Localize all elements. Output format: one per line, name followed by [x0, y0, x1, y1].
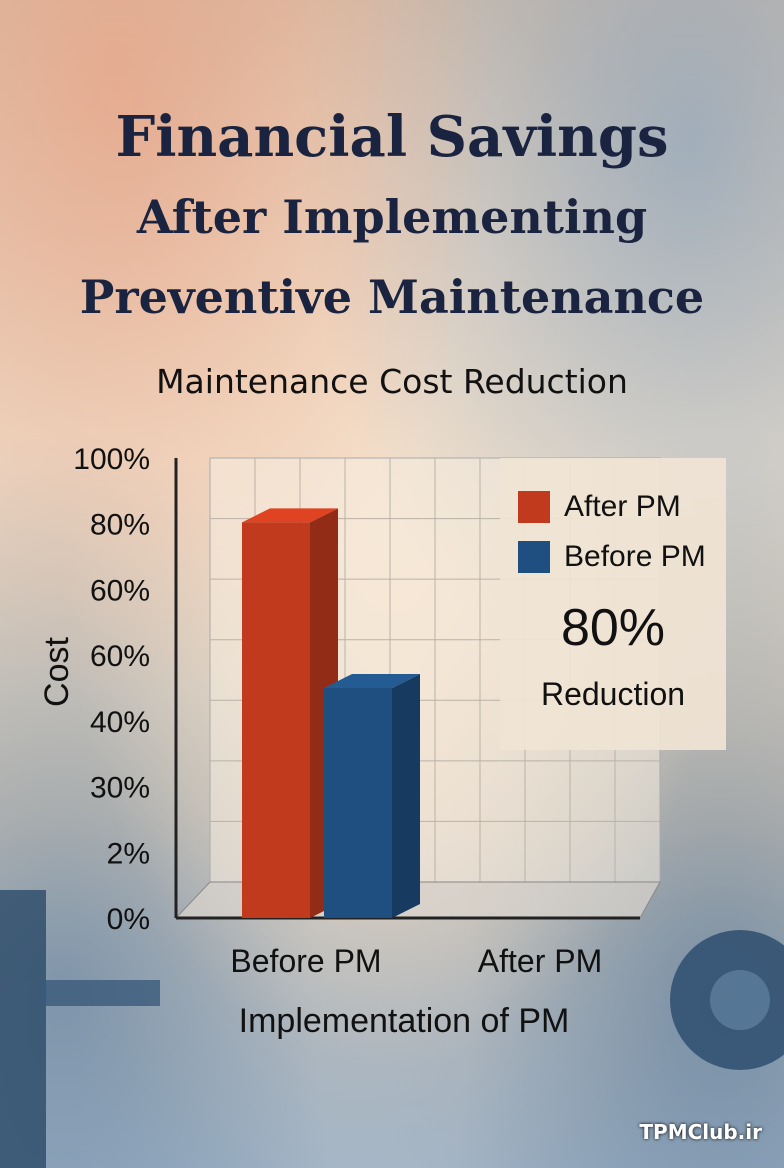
y-axis-title: Cost [38, 636, 76, 706]
bar-after-pm [242, 522, 310, 918]
legend-swatch-before-pm [518, 541, 550, 573]
chart-legend: After PM Before PM 80% Reduction [500, 458, 726, 750]
reduction-value: 80% [560, 599, 666, 657]
pipe-decoration [0, 890, 46, 1168]
y-tick-label: 100% [73, 443, 150, 476]
y-tick-label: 80% [90, 509, 150, 542]
legend-swatch-after-pm [518, 491, 550, 523]
y-tick-label: 60% [90, 640, 150, 673]
legend-label-before-pm: Before PM [564, 540, 706, 573]
page-title-line-1: Financial Savings [115, 104, 669, 170]
legend-item-after-pm: After PM [518, 490, 681, 524]
gear-hub-decoration [710, 970, 770, 1030]
y-tick-label: 30% [90, 772, 150, 805]
y-tick-label: 2% [107, 837, 150, 870]
legend-item-before-pm: Before PM [518, 540, 706, 574]
y-tick-label: 0% [107, 903, 150, 936]
legend-label-after-pm: After PM [564, 490, 681, 523]
chart-title: Maintenance Cost Reduction [156, 362, 628, 401]
x-category-label: Before PM [230, 943, 381, 979]
y-tick-label: 60% [90, 574, 150, 607]
bar-before-pm [324, 688, 392, 918]
pipe-decoration [40, 980, 160, 1006]
bar-top [324, 674, 420, 688]
x-axis-title: Implementation of PM [239, 1002, 570, 1040]
page-title-line-2: After Implementing [136, 190, 648, 244]
y-tick-label: 40% [90, 706, 150, 739]
bar-top [242, 508, 338, 523]
page-title-line-3: Preventive Maintenance [79, 270, 705, 324]
bar-side [392, 674, 420, 918]
reduction-label: Reduction [540, 676, 686, 712]
watermark: TPMClub.ir [639, 1120, 762, 1144]
x-category-label: After PM [478, 943, 602, 979]
